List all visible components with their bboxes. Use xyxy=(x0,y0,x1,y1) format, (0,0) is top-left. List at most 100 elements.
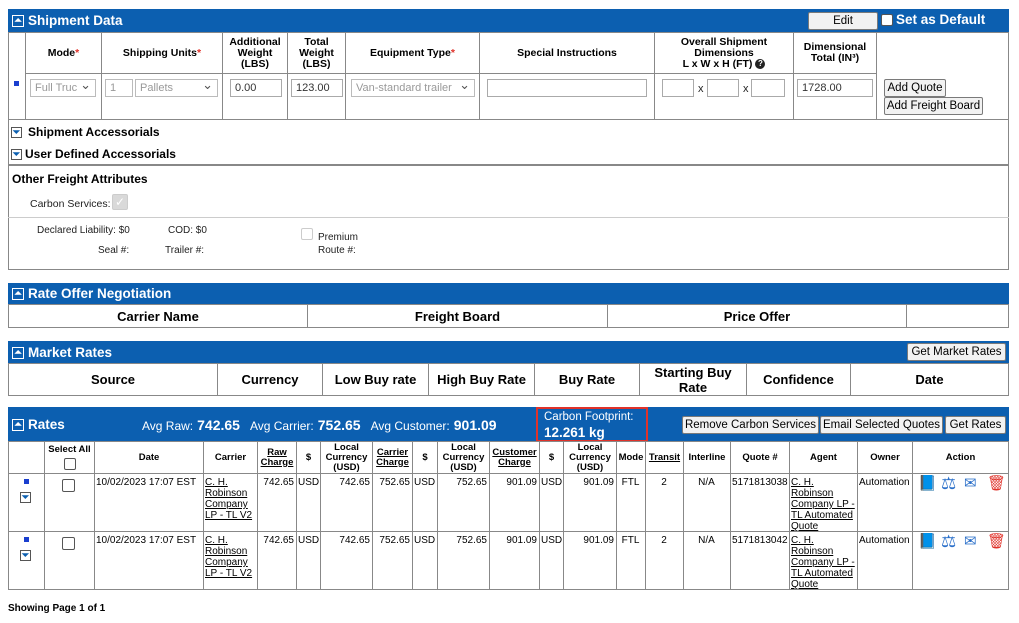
select-all-checkbox[interactable] xyxy=(63,458,76,470)
declared-liability: Declared Liability: $0 xyxy=(37,225,130,236)
col-equipment: Equipment Type * xyxy=(345,32,480,74)
col-price-offer: Price Offer xyxy=(607,304,907,328)
col-confidence: Confidence xyxy=(746,363,851,396)
premium-label: Premium xyxy=(318,232,359,243)
row-select-cell xyxy=(44,532,95,590)
mail-icon[interactable]: ✉ xyxy=(964,475,977,492)
avg-carrier-label: Avg Carrier: xyxy=(249,419,314,433)
row-select-checkbox[interactable] xyxy=(62,537,75,550)
cell-transit: 2 xyxy=(645,532,684,590)
col-currency-3: $ xyxy=(539,441,564,474)
book-icon[interactable]: 📘 xyxy=(918,533,937,550)
collapse-icon[interactable]: ⏶ xyxy=(12,287,24,300)
add-quote-button[interactable]: Add Quote xyxy=(884,79,946,97)
equipment-select[interactable]: Van-standard trailer xyxy=(351,77,475,97)
mode-select[interactable]: Full Truc xyxy=(30,77,96,97)
col-transit[interactable]: Transit xyxy=(645,441,684,474)
cell-carrier[interactable]: C. H. Robinson Company LP - TL V2 xyxy=(203,532,258,590)
col-source: Source xyxy=(8,363,218,396)
expand-icon[interactable]: ⏷ xyxy=(20,492,31,503)
get-rates-button[interactable]: Get Rates xyxy=(945,416,1006,434)
rates-header: ⏶ Rates Avg Raw: 742.65 Avg Carrier: 752… xyxy=(8,407,1009,442)
col-carrier-charge[interactable]: Carrier Charge xyxy=(372,441,413,474)
expand-icon[interactable]: ⏷ xyxy=(20,550,31,561)
total-weight-input[interactable]: 123.00 xyxy=(291,79,343,97)
cell-carrier[interactable]: C. H. Robinson Company LP - TL V2 xyxy=(203,474,258,532)
col-mode: Mode xyxy=(616,441,646,474)
rates-title: Rates xyxy=(28,417,65,432)
premium-route-checkbox[interactable] xyxy=(301,228,313,240)
email-selected-quotes-button[interactable]: Email Selected Quotes xyxy=(820,416,943,434)
col-currency-2: $ xyxy=(412,441,438,474)
scale-icon[interactable]: ⚖ xyxy=(941,532,957,551)
col-owner: Owner xyxy=(857,441,913,474)
rate-offer-header: ⏶ Rate Offer Negotiation xyxy=(8,283,1009,304)
book-icon[interactable]: 📘 xyxy=(918,475,937,492)
remove-carbon-services-button[interactable]: Remove Carbon Services xyxy=(682,416,819,434)
edit-button[interactable]: Edit xyxy=(808,12,878,30)
col-currency-1: $ xyxy=(296,441,321,474)
units-qty-input[interactable]: 1 xyxy=(105,79,133,97)
row-marker xyxy=(24,479,29,484)
shipment-accessorials-toggle[interactable]: ⏷ Shipment Accessorials xyxy=(11,125,160,139)
dim-total-input[interactable]: 1728.00 xyxy=(797,79,873,97)
expand-icon: ⏷ xyxy=(11,148,22,160)
rate-offer-title: Rate Offer Negotiation xyxy=(28,286,172,301)
cell-cur2: USD xyxy=(412,474,438,532)
col-local-3: Local Currency (USD) xyxy=(563,441,617,474)
cell-quote: 5171813038 xyxy=(730,474,790,532)
col-freight-board: Freight Board xyxy=(307,304,608,328)
cell-mode: FTL xyxy=(616,532,646,590)
shipment-data-header: ⏶ Shipment Data Edit Set as Default xyxy=(8,9,1009,32)
dim-length-input[interactable] xyxy=(662,79,694,97)
collapse-icon[interactable]: ⏶ xyxy=(12,14,24,27)
pagination-text: Showing Page 1 of 1 xyxy=(8,603,106,614)
cell-transit: 2 xyxy=(645,474,684,532)
carbon-footprint-label: Carbon Footprint: xyxy=(544,411,634,423)
col-blank xyxy=(906,304,1009,328)
dim-width-input[interactable] xyxy=(707,79,739,97)
col-select-all: Select All xyxy=(44,441,95,474)
cell-local3: 901.09 xyxy=(563,474,617,532)
help-icon[interactable]: ? xyxy=(755,59,766,69)
collapse-icon[interactable]: ⏶ xyxy=(12,418,24,431)
col-high-buy: High Buy Rate xyxy=(428,363,535,396)
special-instructions-input[interactable] xyxy=(487,79,647,97)
row-marker xyxy=(24,537,29,542)
carbon-services-checkbox[interactable]: ✓ xyxy=(112,194,128,210)
units-type-select[interactable]: Pallets xyxy=(135,77,218,97)
additional-weight-input[interactable]: 0.00 xyxy=(230,79,282,97)
carbon-footprint-value: 12.261 kg xyxy=(544,425,605,440)
row-controls: ⏷ xyxy=(8,532,45,590)
col-total-weight: Total Weight (LBS) xyxy=(287,32,346,74)
cell-agent[interactable]: C. H. Robinson Company LP - TL Automated… xyxy=(789,532,858,590)
cell-interline: N/A xyxy=(683,474,731,532)
cell-owner: Automation xyxy=(857,532,913,590)
dim-height-input[interactable] xyxy=(751,79,785,97)
col-starting-buy: Starting Buy Rate xyxy=(639,363,747,396)
get-market-rates-button[interactable]: Get Market Rates xyxy=(907,343,1006,361)
col-customer-charge[interactable]: Customer Charge xyxy=(489,441,540,474)
user-accessorials-toggle[interactable]: ⏷ User Defined Accessorials xyxy=(11,147,176,161)
row-marker xyxy=(14,81,19,86)
cell-date: 10/02/2023 17:07 EST xyxy=(94,474,204,532)
collapse-icon[interactable]: ⏶ xyxy=(12,346,24,359)
mail-icon[interactable]: ✉ xyxy=(964,533,977,550)
trash-icon[interactable]: 🗑 xyxy=(987,533,1007,550)
seal-label: Seal #: xyxy=(98,245,130,256)
ofa-title: Other Freight Attributes xyxy=(12,172,148,186)
avg-raw-value: 742.65 xyxy=(197,417,240,433)
cell-cur3: USD xyxy=(539,532,564,590)
trash-icon[interactable]: 🗑 xyxy=(987,475,1007,492)
row-actions: 📘 ⚖ ✉ 🗑 xyxy=(912,474,1009,532)
cell-mode: FTL xyxy=(616,474,646,532)
scale-icon[interactable]: ⚖ xyxy=(941,474,957,493)
trailer-label: Trailer #: xyxy=(165,245,205,256)
cell-agent[interactable]: C. H. Robinson Company LP - TL Automated… xyxy=(789,474,858,532)
market-rates-header: ⏶ Market Rates Get Market Rates xyxy=(8,341,1009,363)
add-freight-board-button[interactable]: Add Freight Board xyxy=(884,97,983,115)
col-raw-charge[interactable]: Raw Charge xyxy=(257,441,297,474)
set-as-default-checkbox[interactable] xyxy=(881,13,893,26)
col-special: Special Instructions xyxy=(479,32,655,74)
row-select-checkbox[interactable] xyxy=(62,479,75,492)
